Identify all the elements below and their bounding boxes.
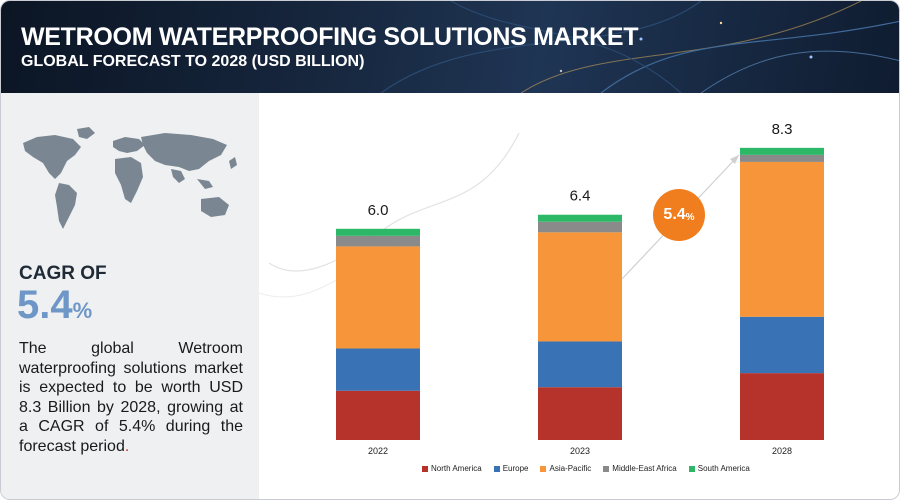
bar-segment-north-america-2028 [740, 373, 824, 440]
bar-segment-asia-pacific-2023 [538, 232, 622, 342]
legend-item-middle-east-africa: Middle-East Africa [603, 464, 677, 473]
bar-segment-europe-2028 [740, 316, 824, 374]
bar-segment-middle-east-africa-2028 [740, 154, 824, 162]
page-subtitle: GLOBAL FORECAST TO 2028 (USD BILLION) [21, 53, 365, 70]
legend-label: Asia-Pacific [549, 464, 592, 473]
legend-item-asia-pacific: Asia-Pacific [540, 464, 591, 473]
legend-swatch [540, 465, 547, 472]
x-tick-label-2023: 2023 [570, 446, 590, 456]
legend-swatch [688, 465, 695, 472]
bar-segment-north-america-2023 [538, 387, 622, 440]
bar-segment-europe-2022 [336, 348, 420, 391]
bar-total-label-2023: 6.4 [570, 188, 591, 205]
market-description: The global Wetroom waterproofing solutio… [19, 339, 243, 456]
cagr-number: 5.4 [17, 283, 73, 327]
legend-swatch [603, 465, 610, 472]
x-tick-label-2022: 2022 [368, 446, 388, 456]
header-decoration [380, 1, 899, 93]
header-banner: WETROOM WATERPROOFING SOLUTIONS MARKET G… [1, 1, 899, 93]
cagr-value: 5.4% [17, 283, 92, 328]
chart-legend: North America Europe Asia-Pacific Middle-Ea… [422, 464, 750, 473]
legend-item-north-america: North America [422, 464, 482, 473]
chart-area: 6.0 2022 6.4 2023 8.3 2028 [259, 93, 899, 499]
world-map-icon [23, 127, 237, 229]
badge-value: 5.4 [663, 206, 686, 223]
bar-segment-asia-pacific-2028 [740, 161, 824, 317]
bar-segment-south-america-2028 [740, 147, 824, 155]
page-title: WETROOM WATERPROOFING SOLUTIONS MARKET [21, 23, 639, 51]
growth-arrow-head [730, 155, 739, 164]
cagr-badge: 5.4% [653, 189, 705, 241]
legend-item-south-america: South America [688, 464, 750, 473]
badge-unit: % [685, 211, 695, 223]
bar-segment-south-america-2022 [336, 228, 420, 236]
legend-label: North America [431, 464, 482, 473]
description-end: . [124, 437, 130, 455]
legend-label: South America [697, 464, 750, 473]
cagr-label: CAGR OF [19, 263, 107, 284]
legend-label: Europe [502, 464, 529, 473]
legend-item-europe: Europe [493, 464, 529, 473]
bar-segment-europe-2023 [538, 341, 622, 388]
bar-total-label-2028: 8.3 [772, 121, 793, 138]
legend-swatch [422, 465, 428, 472]
cagr-percent-sign: % [72, 298, 93, 323]
bar-segment-asia-pacific-2022 [336, 246, 420, 349]
legend-label: Middle-East Africa [612, 464, 677, 473]
legend-swatch [493, 465, 500, 472]
bar-segment-middle-east-africa-2022 [336, 235, 420, 247]
x-tick-label-2028: 2028 [772, 446, 792, 456]
stacked-bar-chart: 6.0 2022 6.4 2023 8.3 2028 [259, 121, 824, 456]
bar-segment-south-america-2023 [538, 214, 622, 222]
bar-segment-middle-east-africa-2023 [538, 221, 622, 233]
description-text: The global Wetroom waterproofing solutio… [19, 340, 243, 455]
bar-segment-north-america-2022 [336, 390, 420, 440]
bar-total-label-2022: 6.0 [368, 202, 389, 219]
